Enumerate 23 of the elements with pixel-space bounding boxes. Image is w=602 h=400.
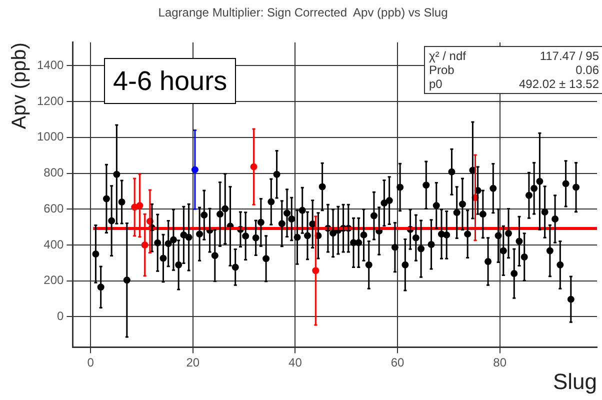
annotation: 0.06 xyxy=(576,63,599,77)
y-tick-label: 600 xyxy=(44,201,64,216)
x-tick-label: 80 xyxy=(493,356,507,370)
y-axis-title: Apv (ppb) xyxy=(8,42,31,130)
y-tick-label: 400 xyxy=(44,237,64,252)
annotation: 492.02 ± 13.52 xyxy=(519,77,599,91)
x-tick-label: 20 xyxy=(186,356,200,370)
chart-title: Lagrange Multiplier: Sign Corrected Apv (ppb) vs Slug xyxy=(158,6,448,20)
y-tick-label: 1000 xyxy=(36,130,64,144)
y-tick-label: 1200 xyxy=(36,94,64,108)
annotation: 4-6 hours xyxy=(104,58,236,104)
y-tick-label: 1400 xyxy=(36,58,64,72)
annotation: Prob xyxy=(429,63,454,77)
y-tick-label: 0 xyxy=(57,309,64,324)
x-tick-label: 60 xyxy=(390,356,405,370)
y-tick-label: 200 xyxy=(44,273,64,288)
x-axis-title: Slug xyxy=(552,368,597,394)
annotation: 117.47 / 95 xyxy=(540,49,599,63)
y-tick-label: 800 xyxy=(44,166,64,180)
x-tick-label: 0 xyxy=(87,356,94,370)
x-tick-label: 40 xyxy=(288,356,302,370)
annotation: p0 xyxy=(429,77,442,91)
annotation: χ² / ndf xyxy=(429,49,466,63)
